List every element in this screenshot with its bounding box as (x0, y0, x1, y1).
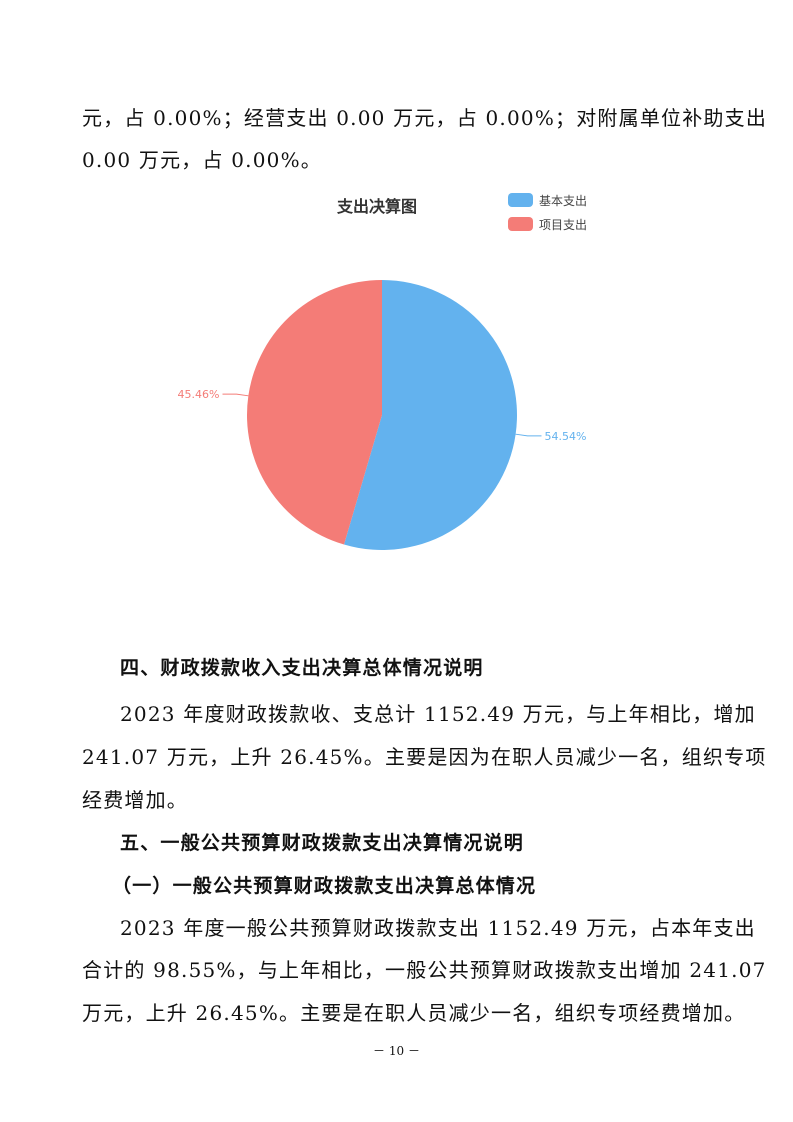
label-leader-line (515, 433, 542, 437)
paragraph-line: 合计的 98.55%，与上年相比，一般公共预算财政拨款支出增加 241.07 (82, 958, 767, 982)
page-number: － 10 － (373, 1044, 420, 1058)
section-heading: 四、财政拨款收入支出决算总体情况说明 (120, 657, 484, 679)
subsection-heading: （一）一般公共预算财政拨款支出决算总体情况 (112, 875, 537, 897)
label-leader-line (222, 393, 249, 397)
data-label: 45.46% (178, 388, 220, 401)
legend-swatch (508, 217, 533, 231)
legend-label: 基本支出 (539, 194, 587, 208)
pie-slice (344, 280, 517, 550)
section-heading: 五、一般公共预算财政拨款支出决算情况说明 (120, 832, 525, 854)
paragraph-line: 元，占 0.00%；经营支出 0.00 万元，占 0.00%；对附属单位补助支出 (82, 106, 768, 130)
paragraph-line: 241.07 万元，上升 26.45%。主要是因为在职人员减少一名，组织专项 (82, 745, 767, 769)
legend-label: 项目支出 (539, 218, 587, 232)
legend-swatch (508, 193, 533, 207)
paragraph-line: 经费增加。 (82, 788, 188, 812)
data-label: 54.54% (545, 430, 587, 443)
pie-slice (246, 280, 382, 545)
paragraph-line: 2023 年度一般公共预算财政拨款支出 1152.49 万元，占本年支出 (120, 916, 756, 940)
chart-title: 支出决算图 (336, 197, 417, 216)
paragraph-line: 2023 年度财政拨款收、支总计 1152.49 万元，与上年相比，增加 (120, 702, 756, 726)
paragraph-line: 0.00 万元，占 0.00%。 (82, 148, 322, 172)
paragraph-line: 万元，上升 26.45%。主要是在职人员减少一名，组织专项经费增加。 (82, 1001, 746, 1025)
